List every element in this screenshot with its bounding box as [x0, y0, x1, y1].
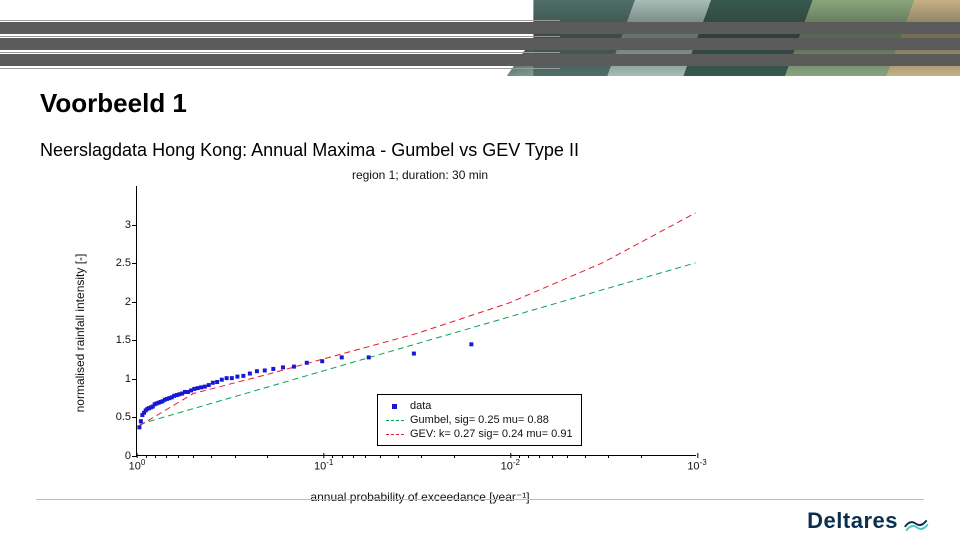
- chart-title: region 1; duration: 30 min: [100, 168, 740, 182]
- chart-xlabel: annual probability of exceedance [year⁻¹…: [100, 490, 740, 504]
- ytick: 3: [101, 219, 131, 231]
- chart-ylabel: normalised rainfall intensity [-]: [73, 254, 87, 413]
- header-banner: [0, 0, 960, 76]
- legend-row: GEV: k= 0.27 sig= 0.24 mu= 0.91: [386, 427, 573, 441]
- chart: region 1; duration: 30 min normalised ra…: [100, 168, 740, 498]
- wave-icon: [904, 508, 930, 534]
- xtick: 10-2: [501, 458, 520, 473]
- logo-text: Deltares: [807, 508, 898, 534]
- slide-title: Voorbeeld 1: [40, 88, 187, 119]
- legend-row: Gumbel, sig= 0.25 mu= 0.88: [386, 413, 573, 427]
- xtick: 100: [129, 458, 146, 473]
- plot-area: dataGumbel, sig= 0.25 mu= 0.88GEV: k= 0.…: [136, 186, 696, 456]
- ytick: 0: [101, 450, 131, 462]
- ytick: 1: [101, 373, 131, 385]
- ytick: 2.5: [101, 257, 131, 269]
- ytick: 2: [101, 296, 131, 308]
- footer-divider: [36, 499, 924, 500]
- chart-legend: dataGumbel, sig= 0.25 mu= 0.88GEV: k= 0.…: [377, 394, 582, 446]
- xtick: 10-1: [314, 458, 333, 473]
- slide-subtitle: Neerslagdata Hong Kong: Annual Maxima - …: [40, 140, 579, 161]
- ytick: 1.5: [101, 334, 131, 346]
- legend-row: data: [386, 399, 573, 413]
- deltares-logo: Deltares: [807, 508, 930, 534]
- ytick: 0.5: [101, 411, 131, 423]
- xtick: 10-3: [687, 458, 706, 473]
